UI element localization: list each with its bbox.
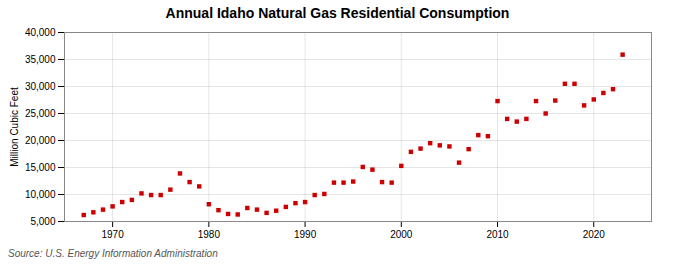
svg-text:5,000: 5,000 [30,216,55,227]
svg-text:20,000: 20,000 [25,135,56,146]
svg-text:2010: 2010 [486,229,509,240]
svg-text:30,000: 30,000 [25,81,56,92]
svg-text:1970: 1970 [101,229,124,240]
svg-text:Million Cubic Feet: Million Cubic Feet [9,87,20,167]
svg-text:2000: 2000 [390,229,413,240]
svg-text:25,000: 25,000 [25,108,56,119]
svg-text:15,000: 15,000 [25,162,56,173]
svg-text:2020: 2020 [583,229,606,240]
svg-text:10,000: 10,000 [25,189,56,200]
html-text:Annual Idaho Natural Gas Resid: Annual Idaho Natural Gas Residential Con… [165,5,510,21]
svg-text:35,000: 35,000 [25,54,56,65]
html-text:Source: U.S. Energy Informatio: Source: U.S. Energy Information Administ… [8,248,218,259]
svg-text:1990: 1990 [294,229,317,240]
svg-text:1980: 1980 [198,229,221,240]
svg-text:40,000: 40,000 [25,27,56,38]
